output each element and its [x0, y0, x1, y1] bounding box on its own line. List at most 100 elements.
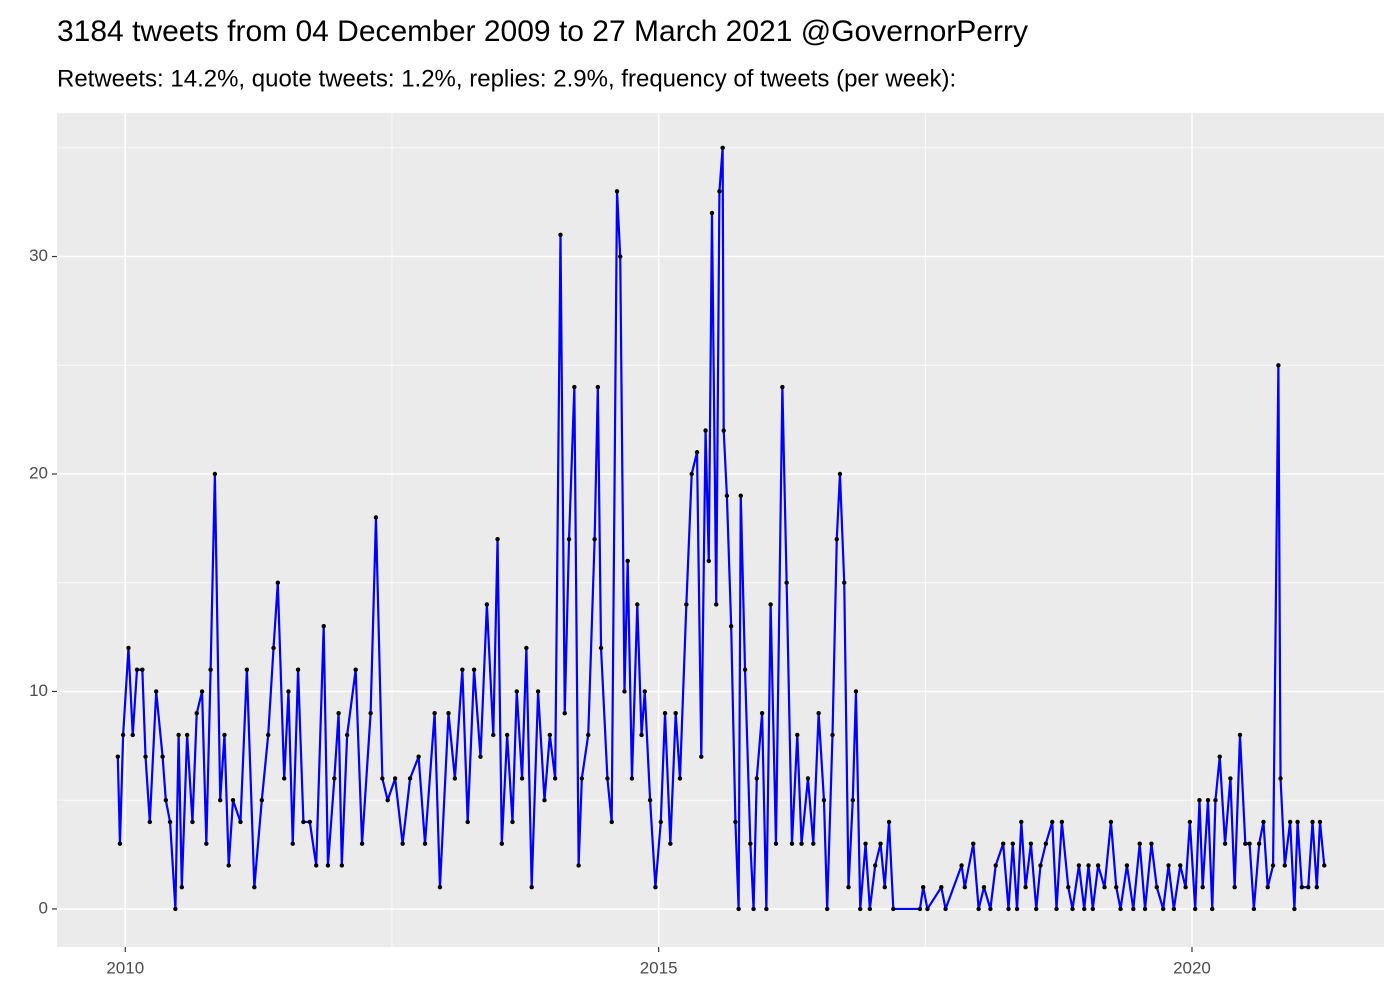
data-point [252, 884, 257, 890]
data-point [605, 776, 610, 781]
data-point [134, 667, 140, 672]
data-point [837, 471, 843, 477]
data-point [759, 711, 765, 716]
data-point [295, 667, 301, 672]
data-point [598, 645, 604, 651]
data-point [1114, 884, 1119, 890]
data-point [858, 906, 863, 912]
data-point [199, 689, 205, 694]
y-tick-label: 30 [29, 246, 48, 265]
data-point [1306, 884, 1311, 890]
data-point [271, 645, 276, 651]
data-point [872, 863, 878, 868]
data-point [754, 776, 759, 781]
data-point [1149, 841, 1154, 846]
data-point [789, 841, 795, 846]
data-point [853, 689, 859, 694]
data-point [724, 493, 730, 498]
data-point [878, 841, 883, 846]
panel [57, 113, 1384, 947]
data-point [658, 819, 663, 825]
data-point [535, 689, 541, 694]
data-point [1222, 841, 1228, 846]
data-point [1243, 841, 1248, 846]
data-point [1322, 863, 1327, 868]
data-point [773, 841, 779, 846]
data-point [824, 906, 830, 912]
data-point [416, 754, 421, 759]
data-point [471, 667, 477, 672]
data-point [514, 689, 519, 694]
data-point [1142, 906, 1148, 912]
x-tick-label: 2015 [640, 958, 678, 977]
data-point [368, 711, 373, 716]
data-point [748, 841, 753, 846]
data-point [1187, 819, 1193, 825]
data-point [733, 819, 738, 825]
data-point [689, 471, 694, 477]
data-point [576, 863, 581, 868]
data-point [238, 819, 243, 825]
data-point [751, 906, 756, 912]
data-point [1178, 863, 1183, 868]
data-point [562, 711, 567, 716]
data-point [244, 667, 250, 672]
data-point [742, 667, 748, 672]
data-point [1034, 906, 1039, 912]
data-point [799, 841, 804, 846]
data-point [625, 558, 630, 564]
data-point [629, 776, 635, 781]
data-point [677, 776, 683, 781]
data-point [1086, 863, 1091, 868]
data-point [738, 493, 743, 498]
data-point [1261, 819, 1266, 825]
data-point [465, 819, 470, 825]
data-point [510, 819, 515, 825]
data-point [1256, 841, 1262, 846]
data-point [920, 884, 926, 890]
data-point [993, 863, 998, 868]
data-point [282, 776, 287, 781]
data-point [1299, 884, 1305, 890]
data-point [1023, 884, 1028, 890]
data-point [344, 732, 350, 738]
data-point [830, 732, 835, 738]
data-point [1276, 363, 1281, 368]
data-point [863, 841, 868, 846]
y-tick-label: 0 [39, 898, 48, 917]
data-point [1076, 863, 1082, 868]
data-point [542, 798, 547, 803]
data-point [1213, 798, 1218, 803]
data-point [204, 841, 209, 846]
data-point [579, 776, 585, 781]
data-point [846, 884, 851, 890]
data-point [373, 515, 379, 520]
data-point [595, 384, 601, 390]
data-point [1278, 776, 1283, 781]
data-point [1102, 884, 1107, 890]
data-point [212, 471, 218, 477]
data-point [1228, 776, 1233, 781]
data-point [1006, 906, 1011, 912]
data-point [721, 428, 726, 433]
data-point [1050, 819, 1055, 825]
data-point [816, 711, 821, 716]
data-point [1019, 819, 1024, 825]
data-point [529, 884, 534, 890]
data-point [1192, 906, 1198, 912]
data-point [478, 754, 483, 759]
data-point [380, 776, 385, 781]
data-point [1028, 841, 1034, 846]
data-point [143, 754, 148, 759]
data-point [176, 732, 181, 738]
data-point [558, 232, 563, 237]
data-point [266, 732, 271, 738]
data-point [179, 884, 185, 890]
data-point [147, 819, 153, 825]
data-point [226, 863, 231, 868]
data-point [1217, 754, 1222, 759]
data-point [552, 776, 558, 781]
data-point [547, 732, 553, 738]
data-point [1154, 884, 1159, 890]
